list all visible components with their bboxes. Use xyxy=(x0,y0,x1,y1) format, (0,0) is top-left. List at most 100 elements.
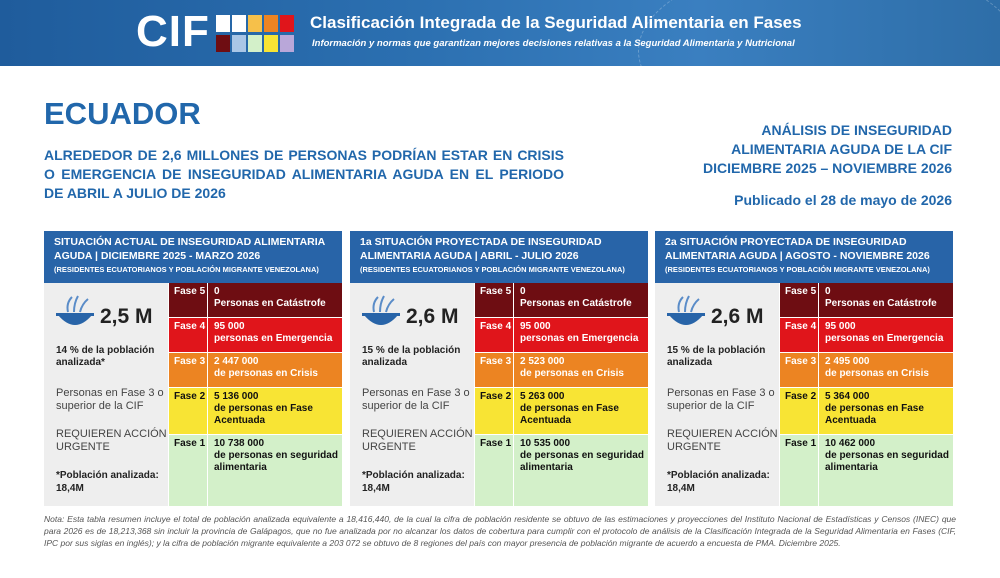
logo-tile xyxy=(280,35,294,52)
panel-summary: 2,6 M 15 % de la población analizada Per… xyxy=(655,283,779,506)
phase-count: 0 xyxy=(214,286,220,297)
panel-summary: 2,5 M 14 % de la población analizada* Pe… xyxy=(44,283,168,506)
phase-table: Fase 5 0 Personas en Catástrofe Fase 4 95 0… xyxy=(169,283,342,506)
phase-value: 5 136 000 de personas en Fase Acentuada xyxy=(209,388,342,434)
phase-desc: de personas en Crisis xyxy=(520,368,624,379)
phase-label: Fase 4 xyxy=(169,318,208,352)
logo-tile xyxy=(264,15,278,32)
phase-desc: de personas en Fase Acentuada xyxy=(214,403,313,426)
logo-tile xyxy=(232,35,246,52)
analysis-line-2: ALIMENTARIA AGUDA DE LA CIF xyxy=(731,141,952,157)
phase3-label: Personas en Fase 3 o superior de la CIF xyxy=(667,387,775,412)
population-analyzed: *Población analizada: 18,4M xyxy=(667,470,770,494)
panel-title: 1a SITUACIÓN PROYECTADA DE INSEGURIDAD A… xyxy=(360,236,602,262)
phase-value: 2 447 000 de personas en Crisis xyxy=(209,353,342,387)
phase-table: Fase 5 0 Personas en Catástrofe Fase 4 95 0… xyxy=(780,283,953,506)
panel-summary: 2,6 M 15 % de la población analizada Per… xyxy=(350,283,474,506)
phase-count: 2 523 000 xyxy=(520,356,565,367)
phase-label: Fase 2 xyxy=(169,388,208,434)
phase-label: Fase 3 xyxy=(169,353,208,387)
population-percent: 15 % de la población analizada xyxy=(667,345,766,368)
phase-desc: personas en Emergencia xyxy=(214,333,333,344)
phase-value: 2 523 000 de personas en Crisis xyxy=(515,353,648,387)
phase-desc: de personas en Crisis xyxy=(825,368,929,379)
phase-value: 10 535 000 de personas en seguridad alime… xyxy=(515,435,648,506)
banner-subtitle: Información y normas que garantizan mejo… xyxy=(312,38,795,49)
phase-value: 2 495 000 de personas en Crisis xyxy=(820,353,953,387)
phase-desc: de personas en seguridad alimentaria xyxy=(520,450,644,473)
phase-value: 10 462 000 de personas en seguridad alime… xyxy=(820,435,953,506)
phase-5-row: Fase 5 0 Personas en Catástrofe xyxy=(780,283,953,317)
big-number: 2,6 M xyxy=(406,305,459,328)
urgent-label: REQUIEREN ACCIÓN URGENTE xyxy=(667,428,778,453)
analysis-title: ANÁLISIS DE INSEGURIDAD ALIMENTARIA AGUD… xyxy=(652,121,952,178)
published-date: Publicado el 28 de mayo de 2026 xyxy=(734,192,952,208)
phase-label: Fase 5 xyxy=(475,283,514,317)
panel-header: 1a SITUACIÓN PROYECTADA DE INSEGURIDAD A… xyxy=(350,231,648,283)
panel-current: SITUACIÓN ACTUAL DE INSEGURIDAD ALIMENTA… xyxy=(44,231,342,506)
panel-scope: (RESIDENTES ECUATORIANOS Y POBLACIÓN MIG… xyxy=(360,265,625,274)
phase-label: Fase 1 xyxy=(475,435,514,506)
phase-label: Fase 1 xyxy=(780,435,819,506)
population-percent: 14 % de la población analizada* xyxy=(56,345,155,368)
phase-label: Fase 5 xyxy=(169,283,208,317)
logo-tile xyxy=(264,35,278,52)
population-percent: 15 % de la población analizada xyxy=(362,345,461,368)
banner-title: Clasificación Integrada de la Seguridad … xyxy=(310,13,802,32)
logo-tile xyxy=(232,15,246,32)
phase-count: 5 136 000 xyxy=(214,391,259,402)
phase-desc: de personas en seguridad alimentaria xyxy=(214,450,338,473)
phase-count: 10 462 000 xyxy=(825,438,876,449)
panel-header: SITUACIÓN ACTUAL DE INSEGURIDAD ALIMENTA… xyxy=(44,231,342,283)
phase-value: 5 263 000 de personas en Fase Acentuada xyxy=(515,388,648,434)
urgent-label: REQUIEREN ACCIÓN URGENTE xyxy=(56,428,167,453)
phase-desc: de personas en Crisis xyxy=(214,368,318,379)
phase-count: 95 000 xyxy=(825,321,856,332)
phase-count: 2 447 000 xyxy=(214,356,259,367)
phase-value: 0 Personas en Catástrofe xyxy=(515,283,648,317)
phase-desc: Personas en Catástrofe xyxy=(825,298,937,309)
logo-tile xyxy=(248,35,262,52)
phase-desc: de personas en Fase Acentuada xyxy=(825,403,924,426)
phase-count: 5 364 000 xyxy=(825,391,870,402)
phase-1-row: Fase 1 10 738 000 de personas en seguridad… xyxy=(169,435,342,506)
logo-tile xyxy=(216,15,230,32)
phase-value: 5 364 000 de personas en Fase Acentuada xyxy=(820,388,953,434)
phase-label: Fase 2 xyxy=(475,388,514,434)
cif-logo: CIF xyxy=(136,7,210,56)
phase-label: Fase 3 xyxy=(475,353,514,387)
panel-projection-2: 2a SITUACIÓN PROYECTADA DE INSEGURIDAD A… xyxy=(655,231,953,506)
phase-desc: de personas en seguridad alimentaria xyxy=(825,450,949,473)
phase-count: 5 263 000 xyxy=(520,391,565,402)
panel-header: 2a SITUACIÓN PROYECTADA DE INSEGURIDAD A… xyxy=(655,231,953,283)
phase-4-row: Fase 4 95 000 personas en Emergencia xyxy=(475,318,648,352)
phase-count: 0 xyxy=(520,286,526,297)
phase-count: 0 xyxy=(825,286,831,297)
country-title: ECUADOR xyxy=(44,96,201,131)
phase-table: Fase 5 0 Personas en Catástrofe Fase 4 95 0… xyxy=(475,283,648,506)
population-analyzed: *Población analizada: 18,4M xyxy=(362,470,465,494)
phase-value: 0 Personas en Catástrofe xyxy=(209,283,342,317)
phase-label: Fase 1 xyxy=(169,435,208,506)
phase-4-row: Fase 4 95 000 personas en Emergencia xyxy=(169,318,342,352)
phase-desc: de personas en Fase Acentuada xyxy=(520,403,619,426)
logo-tile xyxy=(216,35,230,52)
phase-count: 10 738 000 xyxy=(214,438,265,449)
headline: ALREDEDOR DE 2,6 MILLONES DE PERSONAS PO… xyxy=(44,147,564,201)
big-number: 2,5 M xyxy=(100,305,153,328)
footnote: Nota: Esta tabla resumen incluye el tota… xyxy=(44,514,956,548)
phase-value: 95 000 personas en Emergencia xyxy=(209,318,342,352)
bowl-icon xyxy=(667,295,705,325)
phase-1-row: Fase 1 10 462 000 de personas en seguridad… xyxy=(780,435,953,506)
analysis-line-1: ANÁLISIS DE INSEGURIDAD xyxy=(761,122,952,138)
phase-desc: Personas en Catástrofe xyxy=(520,298,632,309)
phase-5-row: Fase 5 0 Personas en Catástrofe xyxy=(169,283,342,317)
panel-scope: (RESIDENTES ECUATORIANOS Y POBLACIÓN MIG… xyxy=(54,265,319,274)
big-number: 2,6 M xyxy=(711,305,764,328)
